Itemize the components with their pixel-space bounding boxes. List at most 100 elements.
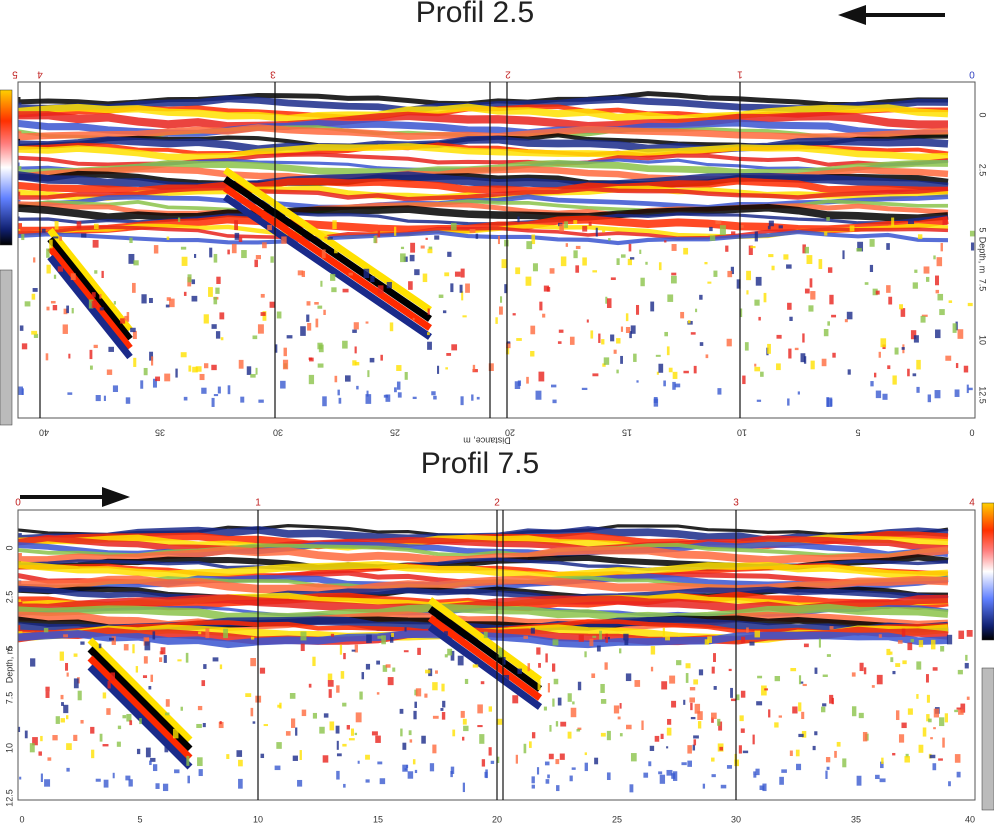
noise xyxy=(602,363,606,367)
noise xyxy=(404,371,408,380)
noise xyxy=(596,645,601,652)
noise xyxy=(955,321,958,331)
label: 15 xyxy=(622,428,632,438)
noise xyxy=(434,235,440,240)
noise xyxy=(369,357,375,363)
noise xyxy=(569,336,575,345)
noise xyxy=(623,633,629,641)
panel-title: Profil 7.5 xyxy=(421,447,539,480)
noise xyxy=(441,712,446,720)
noise xyxy=(180,706,183,711)
noise xyxy=(370,276,375,283)
noise xyxy=(512,695,519,704)
noise xyxy=(136,748,141,755)
noise xyxy=(529,670,534,677)
noise xyxy=(504,239,509,247)
noise xyxy=(414,701,417,708)
noise xyxy=(956,771,961,778)
noise xyxy=(552,399,557,404)
noise xyxy=(53,274,57,279)
label: 0 xyxy=(15,498,21,509)
noise xyxy=(94,270,98,274)
noise xyxy=(543,285,550,292)
noise xyxy=(66,715,69,720)
noise xyxy=(234,220,239,231)
noise xyxy=(889,651,893,655)
noise xyxy=(798,733,804,738)
noise xyxy=(523,635,528,639)
noise xyxy=(308,374,315,385)
noise xyxy=(711,774,716,778)
noise xyxy=(342,702,347,707)
noise xyxy=(475,233,479,239)
noise xyxy=(250,657,257,667)
noise xyxy=(650,301,655,312)
noise xyxy=(718,721,723,731)
noise xyxy=(935,329,941,339)
noise xyxy=(616,369,619,374)
noise xyxy=(603,357,610,365)
noise xyxy=(517,216,520,223)
reflector-band xyxy=(18,611,949,632)
noise xyxy=(496,718,503,725)
noise xyxy=(670,275,677,284)
noise xyxy=(891,217,895,227)
noise xyxy=(348,738,355,741)
noise xyxy=(666,346,670,356)
noise xyxy=(810,291,816,300)
noise xyxy=(650,666,654,672)
noise xyxy=(683,370,689,374)
diffraction-band xyxy=(87,664,193,770)
noise xyxy=(43,627,49,633)
label: 0 xyxy=(19,814,24,824)
noise xyxy=(693,735,699,739)
noise xyxy=(112,772,115,779)
noise xyxy=(421,735,426,744)
noise xyxy=(260,293,265,298)
noise xyxy=(274,344,278,353)
noise xyxy=(934,390,941,399)
noise xyxy=(291,718,296,728)
noise xyxy=(768,220,774,227)
noise xyxy=(376,660,381,665)
noise xyxy=(139,718,142,725)
noise xyxy=(366,634,372,644)
noise xyxy=(781,769,787,773)
noise xyxy=(399,708,404,714)
noise xyxy=(400,728,403,737)
noise xyxy=(851,672,856,677)
noise xyxy=(942,217,948,226)
noise xyxy=(322,755,329,763)
noise xyxy=(910,330,917,340)
noise xyxy=(717,718,721,726)
noise xyxy=(754,231,758,242)
noise xyxy=(898,734,905,743)
noise xyxy=(920,315,926,323)
noise xyxy=(428,246,433,250)
noise xyxy=(309,357,314,362)
noise xyxy=(238,359,244,369)
noise xyxy=(869,264,874,273)
noise xyxy=(797,391,800,395)
noise xyxy=(725,245,729,252)
noise xyxy=(740,690,746,698)
reflector-band xyxy=(18,171,949,192)
noise xyxy=(672,371,678,379)
noise xyxy=(912,373,917,377)
noise xyxy=(748,245,753,256)
noise xyxy=(60,694,64,700)
noise xyxy=(582,257,587,266)
noise xyxy=(400,253,406,263)
noise xyxy=(55,716,60,724)
noise xyxy=(334,375,338,383)
noise xyxy=(409,254,415,262)
noise xyxy=(462,782,466,793)
noise xyxy=(24,301,31,307)
noise xyxy=(152,631,156,640)
noise xyxy=(437,365,440,374)
noise xyxy=(352,360,357,366)
noise xyxy=(796,763,802,771)
noise xyxy=(359,691,363,700)
noise xyxy=(872,288,878,296)
label: 3 xyxy=(270,68,276,79)
